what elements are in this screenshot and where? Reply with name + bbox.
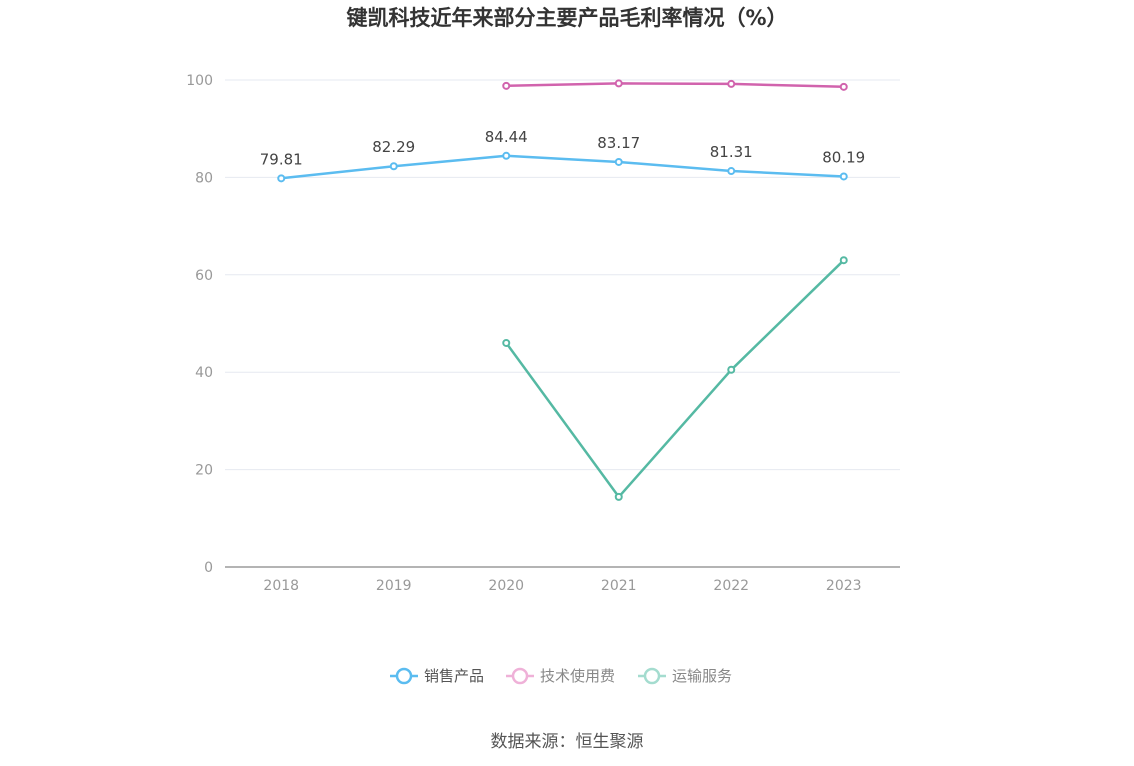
- data-point: [502, 151, 511, 160]
- data-point: [839, 256, 848, 265]
- data-point: [727, 365, 736, 374]
- data-point: [727, 167, 736, 176]
- legend-item-1[interactable]: 技术使用费: [506, 667, 615, 685]
- data-point: [389, 162, 398, 171]
- legend-item-0[interactable]: 销售产品: [390, 667, 484, 685]
- data-point: [614, 157, 623, 166]
- data-point: [727, 79, 736, 88]
- data-point: [839, 172, 848, 181]
- y-tick-label: 0: [204, 560, 213, 576]
- x-tick-label: 2020: [488, 578, 524, 594]
- x-tick-label: 2023: [826, 578, 862, 594]
- y-axis-ticks: 0 20 40 60 80 100: [186, 73, 213, 576]
- data-point: [614, 79, 623, 88]
- data-label: 83.17: [597, 134, 640, 152]
- data-point: [502, 81, 511, 90]
- series-line-0: [281, 154, 844, 180]
- series-layer: [277, 79, 848, 501]
- data-label: 82.29: [372, 138, 415, 156]
- legend-label: 技术使用费: [540, 667, 615, 685]
- series-line-1: [506, 82, 844, 89]
- data-label: 84.44: [485, 128, 528, 146]
- x-tick-label: 2019: [376, 578, 412, 594]
- legend-marker: [643, 667, 661, 685]
- x-axis-ticks: 2018 2019 2020 2021 2022 2023: [263, 578, 861, 594]
- legend-marker: [511, 667, 529, 685]
- data-point: [277, 174, 286, 183]
- series-line-2: [505, 259, 845, 499]
- data-point: [614, 492, 623, 501]
- y-tick-label: 60: [195, 268, 213, 284]
- y-tick-label: 100: [186, 73, 213, 89]
- data-point: [839, 82, 848, 91]
- y-tick-label: 40: [195, 365, 213, 381]
- x-tick-label: 2018: [263, 578, 299, 594]
- legend-marker: [395, 667, 413, 685]
- chart-title: 键凯科技近年来部分主要产品毛利率情况（%）: [346, 6, 787, 30]
- grid-layer: [225, 79, 900, 471]
- legend-label: 销售产品: [424, 667, 484, 685]
- legend[interactable]: 销售产品 技术使用费 运输服务: [390, 667, 732, 685]
- data-point: [502, 338, 511, 347]
- legend-label: 运输服务: [672, 667, 732, 685]
- data-label: 79.81: [260, 150, 303, 168]
- x-tick-label: 2022: [713, 578, 749, 594]
- y-tick-label: 80: [195, 170, 213, 186]
- y-tick-label: 20: [195, 463, 213, 479]
- data-labels: 79.81 82.29 84.44 83.17 81.31 80.19: [260, 128, 865, 169]
- legend-item-2[interactable]: 运输服务: [638, 667, 732, 685]
- x-tick-label: 2021: [601, 578, 637, 594]
- data-label: 81.31: [710, 143, 753, 161]
- data-source: 数据来源：恒生聚源: [491, 732, 644, 752]
- data-label: 80.19: [822, 148, 865, 166]
